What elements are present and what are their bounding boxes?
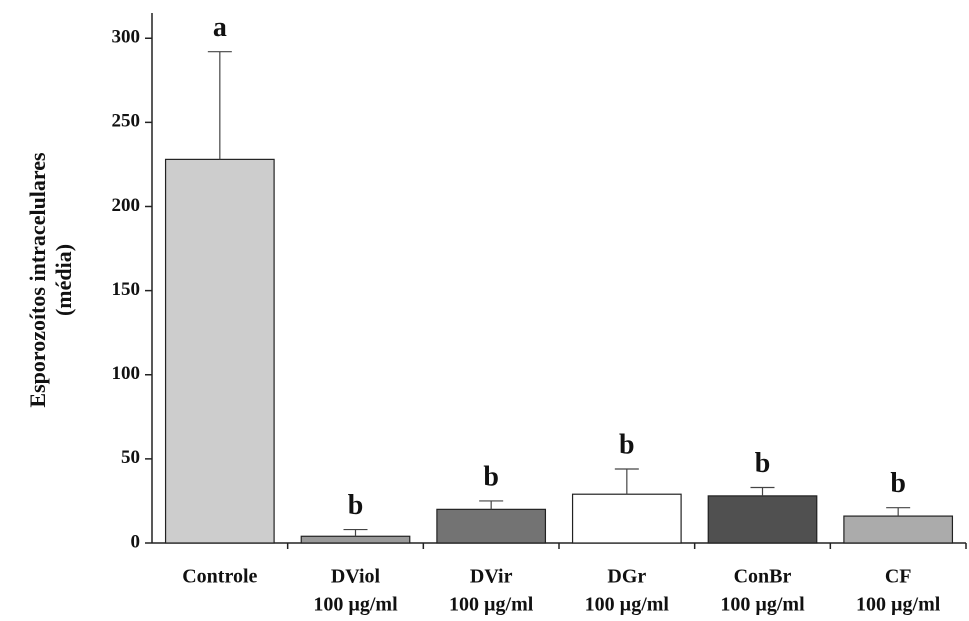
x-tick-label: ConBr (734, 566, 792, 588)
bar (164, 158, 275, 544)
y-tick-label: 300 (112, 27, 141, 48)
y-tick-label: 50 (121, 447, 140, 468)
x-tick-label: 100 µg/ml (585, 594, 670, 616)
annotation: a (213, 12, 227, 43)
x-tick-label: 100 µg/ml (313, 594, 398, 616)
y-tick-label: 150 (112, 279, 141, 300)
bar (571, 493, 682, 544)
x-tick-label: DGr (607, 566, 646, 588)
bar (707, 495, 818, 544)
y-tick-label: 100 (112, 363, 141, 384)
x-tick-label: 100 µg/ml (720, 594, 805, 616)
y-tick-label: 0 (131, 531, 141, 552)
bar (843, 515, 954, 544)
annotation: b (619, 429, 635, 460)
bar (300, 535, 411, 544)
y-axis-label: Esporozoítos intracelulares (25, 152, 50, 408)
annotation: b (483, 461, 499, 492)
y-axis-label: (média) (51, 244, 76, 316)
x-tick-label: 100 µg/ml (856, 594, 941, 616)
x-tick-label: DVir (470, 566, 513, 588)
x-tick-label: CF (885, 566, 912, 588)
x-tick-label: Controle (182, 566, 257, 588)
x-tick-label: DViol (331, 566, 381, 588)
x-tick-label: 100 µg/ml (449, 594, 534, 616)
y-tick-label: 200 (112, 195, 141, 216)
bar (436, 508, 547, 544)
y-tick-label: 250 (112, 111, 141, 132)
annotation: b (348, 490, 364, 521)
annotation: b (755, 448, 771, 479)
annotation: b (890, 468, 906, 499)
